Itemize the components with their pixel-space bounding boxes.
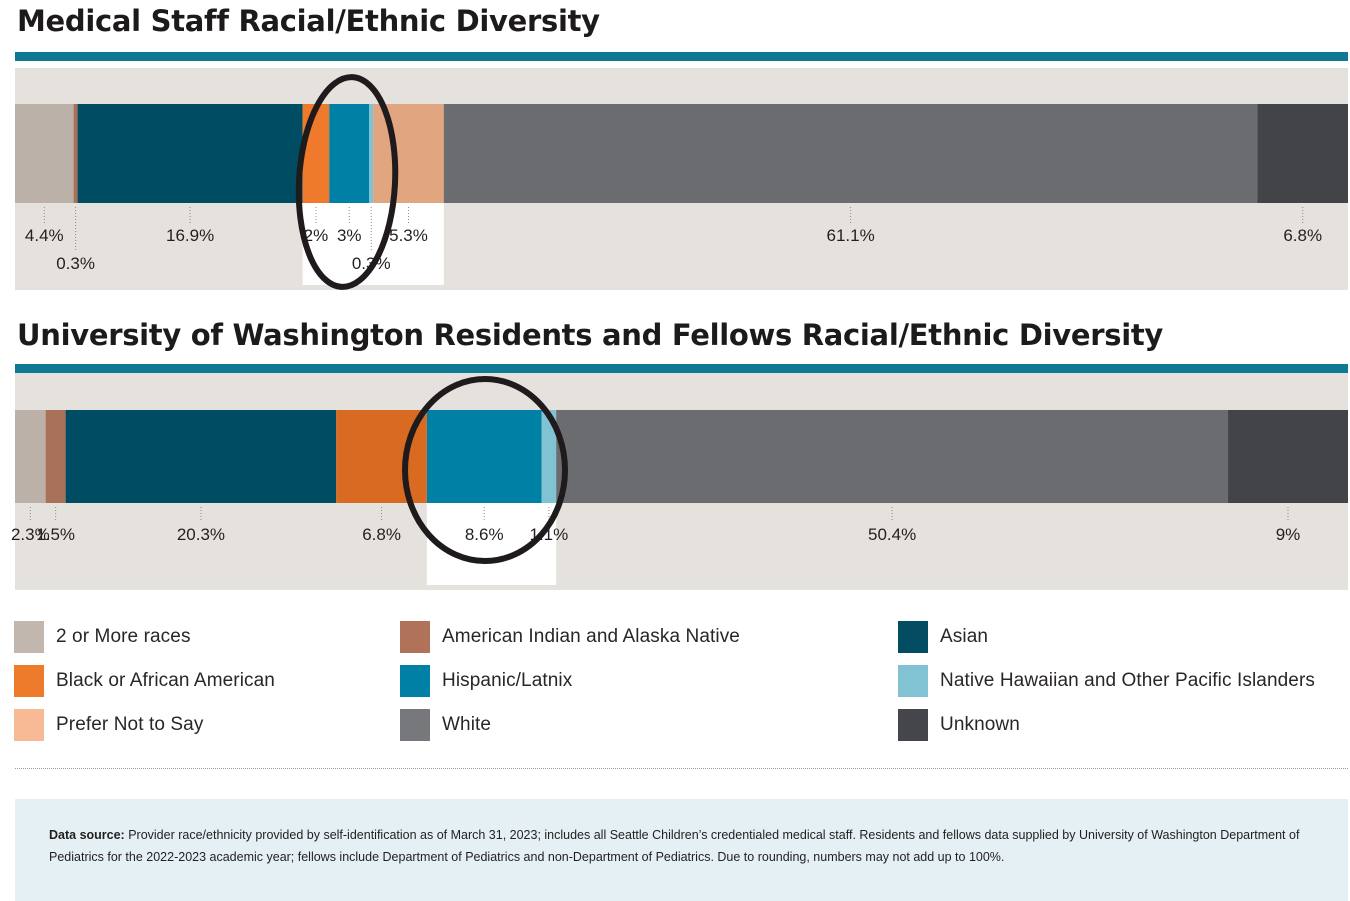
data-label: 20.3% — [177, 525, 225, 544]
data-source-text: Provider race/ethnicity provided by self… — [49, 828, 1300, 864]
data-label: 3% — [337, 226, 362, 245]
legend-label: Black or African American — [56, 670, 275, 691]
highlight-backdrop — [302, 203, 444, 285]
legend-item-hispanic-latnix: Hispanic/Latnix — [400, 665, 572, 697]
data-label: 2.3% — [11, 525, 50, 544]
highlight-ring — [402, 376, 568, 564]
legend-swatch — [14, 709, 44, 741]
legend-swatch — [14, 665, 44, 697]
legend-label: Native Hawaiian and Other Pacific Island… — [940, 670, 1315, 691]
data-label: 2% — [304, 226, 329, 245]
chart2-title-rule — [15, 364, 1348, 373]
data-source-note: Data source: Provider race/ethnicity pro… — [15, 799, 1348, 901]
bar-segment-white — [443, 104, 1258, 203]
bar-segment-unknown — [1257, 104, 1348, 203]
data-source-heading: Data source: — [49, 828, 125, 842]
legend-item-white: White — [400, 709, 491, 741]
data-label: 5.3% — [389, 226, 428, 245]
legend-swatch — [400, 621, 430, 653]
bar-segment-american-indian-and-alaska-native — [73, 104, 78, 203]
legend-swatch — [898, 621, 928, 653]
bar-segment-2-or-more-races — [15, 410, 46, 503]
data-label: 6.8% — [362, 525, 401, 544]
legend-item-unknown: Unknown — [898, 709, 1020, 741]
bar-segment-hispanic-latnix — [329, 104, 370, 203]
chart-2: 2.3%1.5% 20.3% 6.8% 8.6% 1.1% 50.4% 9% — [11, 376, 1348, 585]
highlight-ring — [295, 74, 399, 290]
bar-segment-black-or-african-american — [302, 104, 330, 203]
divider — [15, 768, 1348, 769]
chart1-title-rule — [15, 52, 1348, 61]
legend-item-prefer-not-to-say: Prefer Not to Say — [14, 709, 203, 741]
stacked-bar-charts: 4.4%0.3%16.9% 2% 3%0.3%5.3% 61.1% 6.8%2.3%1.… — [11, 74, 1348, 585]
bar-segment-native-hawaiian-and-other-pacific-islanders — [369, 104, 374, 203]
bar-segment-black-or-african-american — [336, 410, 427, 503]
data-label: 6.8% — [1283, 226, 1322, 245]
chart1-title: Medical Staff Racial/Ethnic Diversity — [17, 4, 600, 38]
data-label: 4.4% — [25, 226, 64, 245]
data-label: 9% — [1276, 525, 1301, 544]
data-label: 1.5% — [36, 525, 75, 544]
bar-segment-unknown — [1228, 410, 1348, 503]
legend-swatch — [898, 709, 928, 741]
bar-segment-asian — [77, 104, 303, 203]
bar-segment-white — [556, 410, 1229, 503]
highlight-backdrop — [426, 503, 557, 585]
legend-label: Prefer Not to Say — [56, 714, 204, 735]
data-label: 0.3% — [56, 254, 95, 273]
data-label: 61.1% — [827, 226, 875, 245]
legend-swatch — [898, 665, 928, 697]
bar-segment-american-indian-and-alaska-native — [45, 410, 66, 503]
legend-item-native-hawaiian-and-other-pacific-islanders: Native Hawaiian and Other Pacific Island… — [898, 665, 1315, 697]
bar-segment-native-hawaiian-and-other-pacific-islanders — [541, 410, 557, 503]
bar-segment-prefer-not-to-say — [373, 104, 444, 203]
legend-label: American Indian and Alaska Native — [442, 626, 740, 647]
legend-label: Hispanic/Latnix — [442, 670, 573, 691]
legend-label: Unknown — [940, 714, 1020, 735]
legend-item-2-or-more-races: 2 or More races — [14, 621, 191, 653]
chart2-title: University of Washington Residents and F… — [17, 318, 1164, 352]
bar-segment-hispanic-latnix — [426, 410, 542, 503]
legend-label: 2 or More races — [56, 626, 191, 647]
data-label: 50.4% — [868, 525, 916, 544]
legend-swatch — [400, 709, 430, 741]
legend-item-asian: Asian — [898, 621, 988, 653]
legend-label: Asian — [940, 626, 989, 647]
legend-item-black-or-african-american: Black or African American — [14, 665, 275, 697]
legend-item-american-indian-and-alaska-native: American Indian and Alaska Native — [400, 621, 740, 653]
legend-swatch — [14, 621, 44, 653]
legend-label: White — [442, 714, 492, 735]
bar-segment-2-or-more-races — [15, 104, 74, 203]
bar-segment-asian — [65, 410, 337, 503]
data-label: 16.9% — [166, 226, 214, 245]
chart-1: 4.4%0.3%16.9% 2% 3%0.3%5.3% 61.1% 6.8% — [15, 74, 1348, 290]
data-label: 8.6% — [465, 525, 504, 544]
legend-swatch — [400, 665, 430, 697]
